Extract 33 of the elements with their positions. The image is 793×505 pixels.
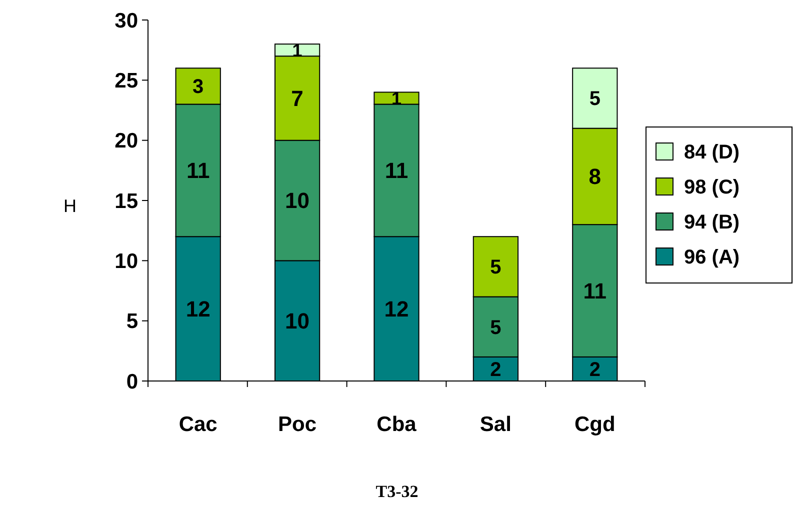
y-tick-label: 10: [114, 250, 138, 274]
y-tick-label: 20: [114, 130, 138, 153]
data-label: 12: [186, 296, 210, 322]
data-label: 11: [384, 158, 408, 184]
data-label: 10: [285, 188, 310, 214]
y-tick-label: 5: [126, 310, 138, 334]
data-label: 8: [588, 164, 602, 190]
legend-label: 84 (D): [684, 142, 740, 164]
data-label: 2: [490, 358, 502, 381]
data-label: 5: [589, 88, 600, 110]
x-tick-label: Cac: [178, 413, 218, 436]
data-label: 10: [285, 308, 310, 334]
data-label: 11: [583, 278, 607, 304]
y-tick-label: 25: [114, 70, 138, 93]
data-label: 5: [490, 256, 502, 279]
x-tick-label: Cgd: [574, 413, 616, 436]
data-label: 11: [186, 158, 210, 184]
y-tick-label: 15: [114, 190, 138, 213]
data-label: 2: [589, 358, 600, 381]
data-label: 5: [490, 316, 502, 339]
x-tick-label: Cba: [376, 413, 417, 436]
legend-label: 94 (B): [684, 212, 740, 234]
text: T3-32: [376, 482, 418, 501]
data-label: 3: [192, 76, 204, 98]
legend-label: 98 (C): [684, 176, 740, 198]
x-tick-label: Sal: [480, 413, 512, 436]
y-axis-title: H: [64, 196, 76, 216]
x-tick-label: Poc: [278, 413, 317, 436]
data-label: 7: [291, 86, 304, 111]
y-tick-label: 0: [126, 370, 138, 394]
data-label: 12: [384, 296, 409, 322]
y-tick-label: 30: [114, 9, 138, 32]
legend-label: 96 (A): [684, 246, 740, 268]
